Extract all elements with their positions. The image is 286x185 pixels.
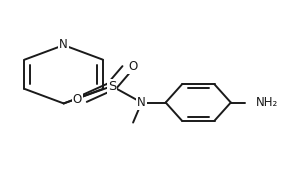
- Text: O: O: [128, 60, 137, 73]
- Text: N: N: [59, 38, 68, 51]
- Text: S: S: [108, 80, 116, 93]
- Text: N: N: [137, 96, 146, 109]
- Text: O: O: [73, 93, 82, 106]
- Text: NH₂: NH₂: [256, 96, 278, 109]
